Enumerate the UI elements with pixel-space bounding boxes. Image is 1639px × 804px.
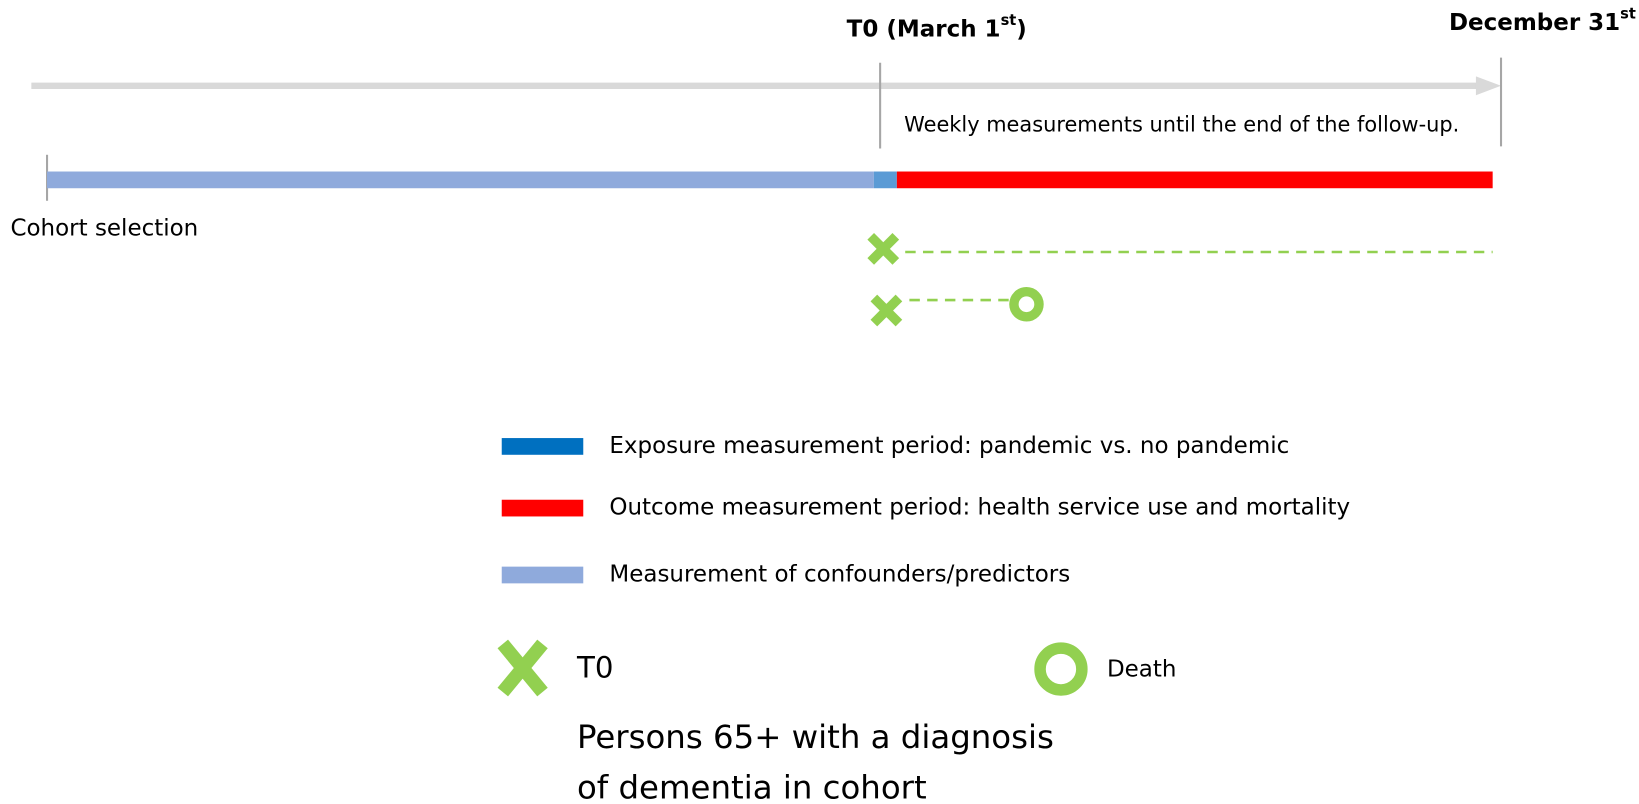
weekly-note: Weekly measurements until the end of the… <box>904 113 1459 137</box>
legend: Exposure measurement period: pandemic vs… <box>501 433 1350 587</box>
legend-death-icon <box>1034 642 1088 696</box>
legend-swatch <box>501 438 584 455</box>
legend-t0-icon <box>497 639 548 697</box>
legend-label: Exposure measurement period: pandemic vs… <box>609 433 1289 459</box>
t0-label-sup: st <box>1001 12 1017 29</box>
legend-label: Measurement of confounders/predictors <box>609 561 1070 587</box>
population-line: Persons 65+ with a diagnosis <box>577 718 1054 756</box>
arrow-head <box>1475 76 1502 96</box>
legend-swatch <box>501 499 584 517</box>
start-label: Cohort selection <box>10 216 198 242</box>
death-ring <box>1009 287 1044 322</box>
t0-label: T0 (March 1st) <box>847 12 1027 42</box>
confounder-period <box>47 171 874 189</box>
t0-cross <box>867 232 900 265</box>
legend-swatch <box>501 566 584 584</box>
end-label-sup: st <box>1620 6 1636 23</box>
end-label-text: December 31 <box>1449 10 1620 36</box>
outcome-period <box>896 171 1493 189</box>
t0-label-text: T0 (March 1 <box>847 16 1001 42</box>
legend-death-label: Death <box>1107 657 1177 683</box>
t0-label-suffix: ) <box>1016 16 1027 42</box>
exposure-period <box>873 171 897 189</box>
end-label: December 31st <box>1449 6 1636 36</box>
population-line: of dementia in cohort <box>577 768 927 804</box>
legend-label: Outcome measurement period: health servi… <box>609 495 1350 521</box>
legend-t0-label: T0 <box>576 651 613 685</box>
t0-cross <box>870 294 903 327</box>
